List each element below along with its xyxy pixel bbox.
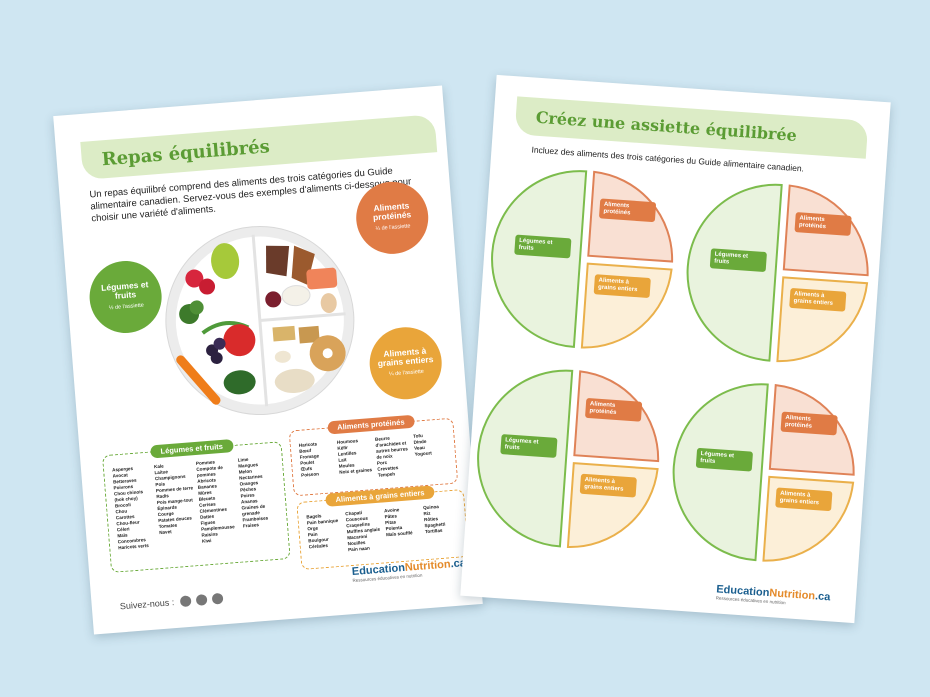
plate-label: Légumes et fruits: [500, 434, 558, 458]
list-column: Chapati Couscous Craquelins Muffins anglais…: [345, 509, 384, 562]
plate-half: [672, 383, 769, 562]
list-title: Légumes et fruits: [150, 439, 234, 459]
plate: [686, 183, 869, 363]
list-column: Beurre d'arachides et autres beurres de …: [375, 434, 413, 485]
list-column: Lime Mangues Melon Nectarines Oranges Pêches P…: [238, 455, 284, 558]
list-column: Avoine Pâtes Pitas Polenta Maïs soufflé: [384, 506, 423, 559]
list-column: Asperges Avocat Betteraves Poivrons Chou chi…: [112, 465, 158, 568]
right-sheet: Créez une assiette équilibrée Incluez de…: [460, 74, 891, 624]
sheet-title: Repas équilibrés: [100, 135, 271, 170]
list-column: Tofu Dinde Veau Yogourt: [413, 431, 451, 482]
plate: [491, 170, 674, 349]
plate-label: Aliments protéinés: [584, 397, 643, 422]
food-item: Noix et graines: [339, 467, 373, 475]
plate-label: Aliments à grains entiers: [579, 473, 637, 498]
badge-portion: ½ de l'assiette: [108, 302, 145, 312]
badge-portion: ¼ de l'assiette: [388, 368, 425, 378]
instagram-icon[interactable]: [195, 594, 207, 606]
list-column: Quinoa Riz Rôties Spaghetti Tortillas: [423, 503, 462, 556]
list-column: Pommes Compote de pommes Abricots Bananes Mû…: [196, 458, 242, 561]
list-box: Légumes et fruits Asperges Avocat Betterave…: [101, 439, 291, 573]
list-box: Aliments protéinés Haricots Bœuf Fromage Pou…: [288, 414, 459, 497]
food-item: Céréales: [308, 542, 329, 550]
list-title: Aliments protéinés: [326, 414, 416, 435]
plate-label: Aliments protéinés: [780, 411, 838, 436]
logo-text: .ca: [814, 590, 831, 604]
left-sheet: Repas équilibrés Un repas équilibré comp…: [53, 85, 483, 635]
plate-label: Aliments à grains entiers: [593, 274, 651, 299]
plate-half: [477, 369, 574, 548]
plate-label: Légumes et fruits: [709, 248, 767, 273]
plates: Légumes et fruits Aliments protéinés Alime…: [477, 75, 891, 562]
plate-label: Légumes et fruits: [514, 234, 572, 259]
plate-half: [491, 170, 588, 348]
social-icons: [179, 593, 223, 607]
plate-label: Aliments à grains entiers: [775, 487, 833, 512]
plate-label: Aliments à grains entiers: [789, 287, 847, 312]
list-column: Houmous Kéfir Lentilles Lait Moules Noix et g…: [337, 437, 375, 488]
plate-illustration: [165, 226, 355, 416]
follow-row: Suivez-nous :: [119, 592, 227, 612]
food-item: Maïs soufflé: [385, 530, 413, 538]
food-item: Pain naan: [347, 545, 370, 553]
follow-label: Suivez-nous :: [119, 597, 175, 612]
plate: [672, 383, 855, 562]
logo: EducationNutrition.ca Ressources éducati…: [716, 583, 831, 608]
food-item: Tempeh: [377, 471, 396, 478]
badge-label: Aliments protéinés: [372, 200, 412, 223]
plate-label: Aliments protéinés: [794, 212, 852, 236]
badge-label: Légumes et fruits: [100, 279, 149, 301]
list-column: Bagels Pain bannique Orge Pain Boulgour Céréa…: [306, 512, 345, 565]
pinterest-icon[interactable]: [211, 593, 223, 605]
plate-label: Légumes et fruits: [695, 447, 754, 472]
food-item: Poisson: [300, 471, 320, 478]
sheet-title: Créez une assiette équilibrée: [535, 107, 798, 145]
plate-half: [686, 183, 783, 362]
badge-label: Aliments à grains entiers: [377, 345, 434, 369]
plate: [477, 369, 660, 548]
badge-portion: ¼ de l'assiette: [375, 223, 411, 233]
list-column: Kale Laitue Champignons Pois Pommes de terre…: [154, 461, 200, 564]
food-item: Yogourt: [414, 450, 433, 457]
list-column: Haricots Bœuf Fromage Poulet Œufs Poisson: [299, 440, 337, 491]
plate-label: Aliments protéinés: [598, 198, 657, 223]
food-item: Beurre d'arachides et autres beurres de …: [374, 435, 409, 460]
facebook-icon[interactable]: [179, 595, 191, 607]
food-item: Tortillas: [424, 527, 443, 535]
